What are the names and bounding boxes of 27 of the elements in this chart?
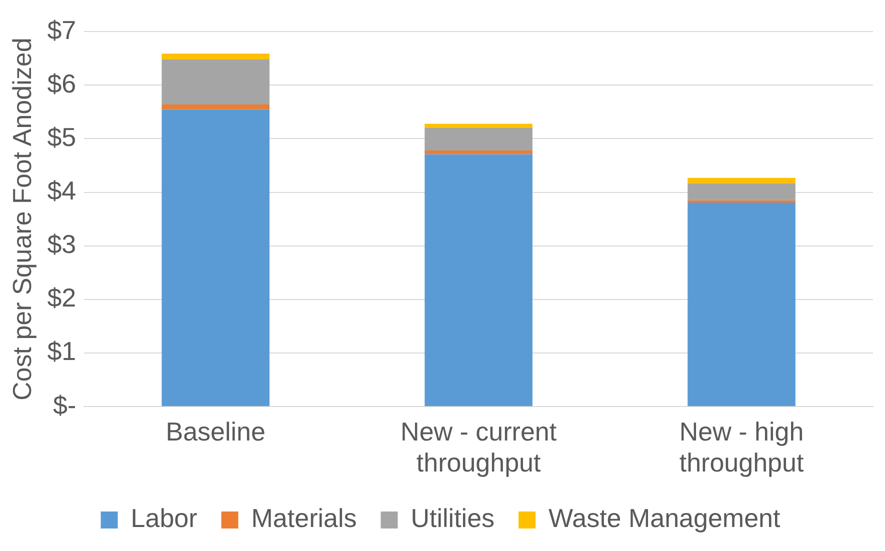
bar [688,202,796,406]
bar [424,150,532,154]
bar [162,109,270,406]
bar [424,124,532,128]
bar [688,178,796,184]
bar [424,128,532,151]
y-tick-label: $- [52,390,76,420]
y-tick-label: $2 [47,282,76,313]
legend-label: Labor [130,503,198,534]
y-tick-label: $3 [47,229,76,260]
y-tick-label: $7 [47,14,76,45]
y-tick-label: $4 [47,175,76,206]
x-tick-label: New - high throughput [679,416,804,478]
y-axis-title: Cost per Square Foot Anodized [6,38,37,400]
legend-label: Utilities [410,503,495,534]
legend-label: Materials [251,503,357,534]
y-tick-label: $6 [47,68,76,98]
bar [162,104,270,110]
bar [688,183,796,200]
x-tick-label: New - current throughput [400,416,558,478]
y-tick-label: $1 [47,336,76,366]
bar [162,59,270,104]
bar [162,54,270,60]
bar [424,154,532,406]
legend-label: Waste Management [548,503,782,534]
y-tick-label: $5 [47,122,76,152]
x-tick-label: Baseline [166,416,266,446]
